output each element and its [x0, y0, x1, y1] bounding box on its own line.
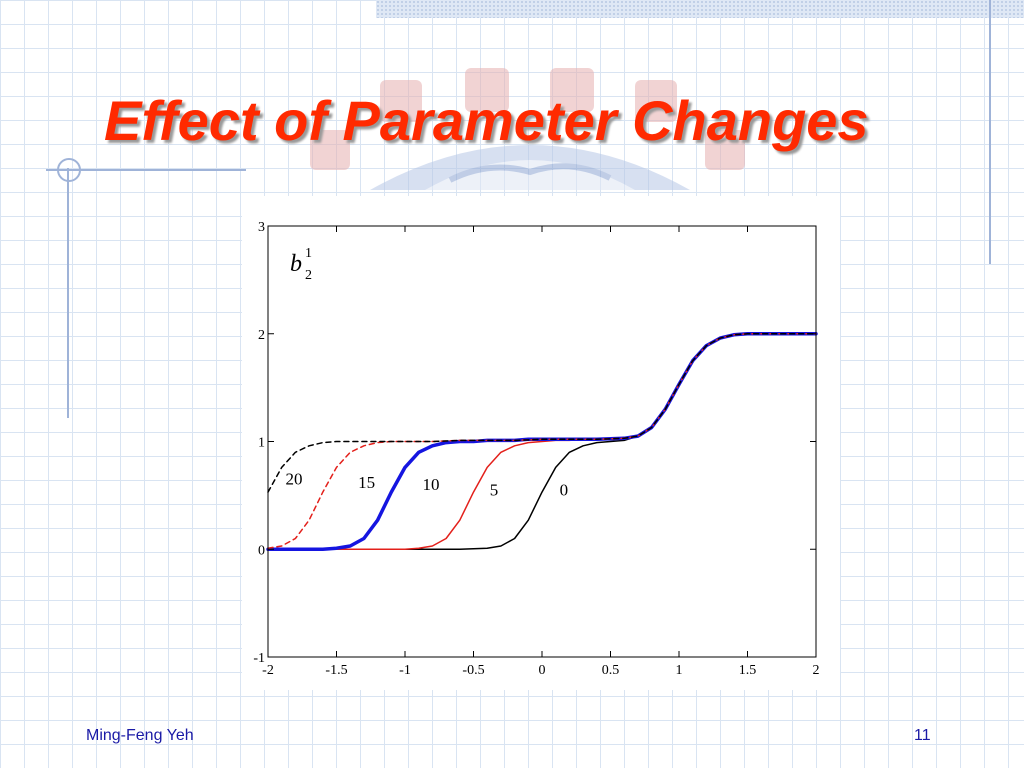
curve-label: 10 [423, 475, 440, 494]
x-tick-label: -1 [399, 663, 411, 678]
chart-panel: -2 -1.5 -1 -0.5 0 0.5 1 1.5 2 -1 0 1 2 3 20 15 10 5 0 b 1 … [242, 196, 840, 690]
curve-label: 5 [490, 480, 499, 499]
y-axis-label-subscript: 2 [305, 268, 312, 283]
top-decorative-band [376, 0, 1024, 18]
curve-label: 20 [286, 470, 303, 489]
curve-label: 15 [358, 473, 375, 492]
x-tick-label: -0.5 [462, 663, 484, 678]
series-layer [266, 332, 818, 552]
x-tick-label: 2 [813, 663, 820, 678]
x-tick-label: 0.5 [602, 663, 620, 678]
x-tick-label: 0 [539, 663, 546, 678]
right-vertical-rule [989, 0, 991, 264]
y-axis-label-base: b [290, 251, 302, 277]
university-seal-watermark-icon [310, 68, 745, 190]
y-tick-label: 3 [258, 220, 265, 235]
x-tick-label: 1 [676, 663, 683, 678]
footer-author: Ming-Feng Yeh [86, 727, 194, 744]
y-tick-label: -1 [253, 651, 265, 666]
x-tick-label: -1.5 [325, 663, 347, 678]
series-line-5 [267, 333, 817, 551]
y-axis-label: b [290, 251, 302, 277]
curve-label: 0 [560, 480, 569, 499]
x-tick-label: -2 [262, 663, 274, 678]
series-line-20 [267, 333, 817, 493]
label-layer: -2 -1.5 -1 -0.5 0 0.5 1 1.5 2 -1 0 1 2 3 20 15 10 5 0 [253, 220, 819, 678]
tick-layer [267, 225, 817, 658]
y-axis-label-superscript: 1 [305, 246, 312, 261]
x-tick-label: 1.5 [739, 663, 757, 678]
footer-page-number: 11 [914, 727, 931, 744]
left-vertical-rule [67, 168, 69, 418]
y-tick-label: 1 [258, 436, 265, 451]
crosshair-circle-icon [57, 158, 81, 182]
left-horizontal-rule [46, 169, 246, 171]
y-tick-label: 2 [258, 328, 265, 343]
y-tick-label: 0 [258, 543, 265, 558]
slide-title: Effect of Parameter Changes [104, 89, 869, 152]
